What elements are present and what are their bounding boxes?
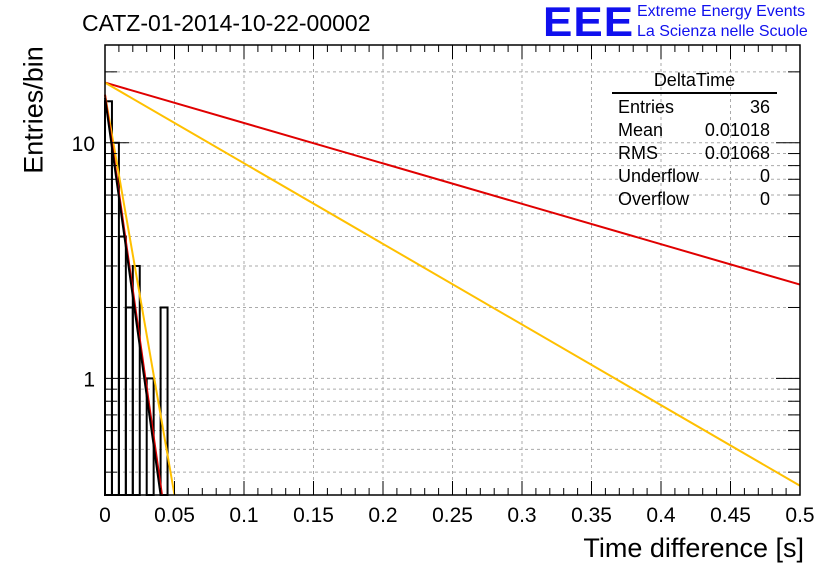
stats-label: RMS bbox=[618, 143, 658, 163]
stats-value: 0 bbox=[759, 166, 770, 186]
x-tick-label: 0.45 bbox=[710, 504, 751, 527]
x-tick-label: 0.1 bbox=[229, 504, 258, 527]
x-tick-label: 0 bbox=[99, 504, 111, 527]
stats-row: Overflow 0 bbox=[612, 188, 777, 211]
stats-value: 36 bbox=[749, 97, 770, 117]
eee-logo: EEE bbox=[543, 0, 635, 46]
fit-curve bbox=[104, 94, 176, 496]
y-tick-labels: 1 10 bbox=[72, 133, 95, 392]
logo-subtitle-line1: Extreme Energy Events bbox=[637, 3, 806, 20]
stats-row: Underflow 0 bbox=[612, 165, 777, 188]
chart-title: CATZ-01-2014-10-22-00002 bbox=[82, 10, 371, 36]
fit-curves bbox=[104, 81, 801, 496]
histogram-bar bbox=[104, 100, 113, 497]
fit-curve bbox=[104, 81, 801, 487]
x-tick-label: 0.2 bbox=[368, 504, 397, 527]
stats-label: Entries bbox=[618, 97, 675, 117]
stats-label: Mean bbox=[618, 120, 664, 140]
fit-curve bbox=[104, 97, 162, 496]
x-tick-label: 0.05 bbox=[154, 504, 195, 527]
y-tick-label: 10 bbox=[72, 133, 95, 156]
axis-ticks bbox=[104, 45, 801, 495]
x-tick-label: 0.25 bbox=[432, 504, 473, 527]
x-tick-label: 0.15 bbox=[293, 504, 334, 527]
x-tick-label: 0.5 bbox=[785, 504, 814, 527]
fit-curve bbox=[104, 81, 801, 286]
x-tick-label: 0.3 bbox=[507, 504, 536, 527]
stats-row: RMS 0.01068 bbox=[612, 142, 777, 165]
x-tick-label: 0.35 bbox=[571, 504, 612, 527]
stats-row: Entries 36 bbox=[612, 96, 777, 119]
stats-value: 0.01068 bbox=[704, 143, 770, 163]
y-tick-label: 1 bbox=[83, 368, 95, 391]
stats-label: Overflow bbox=[618, 189, 690, 209]
stats-box: DeltaTime Entries 36 Mean 0.01018 RMS 0.010… bbox=[612, 70, 777, 211]
stats-title: DeltaTime bbox=[612, 70, 777, 94]
x-tick-label: 0.4 bbox=[646, 504, 676, 527]
x-tick-labels: 0 0.05 0.1 0.15 0.2 0.25 0.3 0.35 0.4 0.45 0.5 bbox=[99, 504, 814, 527]
histogram-bar bbox=[117, 235, 127, 496]
stats-label: Underflow bbox=[618, 166, 700, 186]
grid-lines bbox=[105, 45, 800, 495]
logo-subtitle-line2: La Scienza nelle Scuole bbox=[637, 23, 808, 40]
stats-row: Mean 0.01018 bbox=[612, 119, 777, 142]
y-axis-label: Entries/bin bbox=[18, 46, 49, 174]
stats-value: 0.01018 bbox=[704, 120, 770, 140]
x-axis-label: Time difference [s] bbox=[583, 533, 804, 563]
stats-value: 0 bbox=[759, 189, 770, 209]
